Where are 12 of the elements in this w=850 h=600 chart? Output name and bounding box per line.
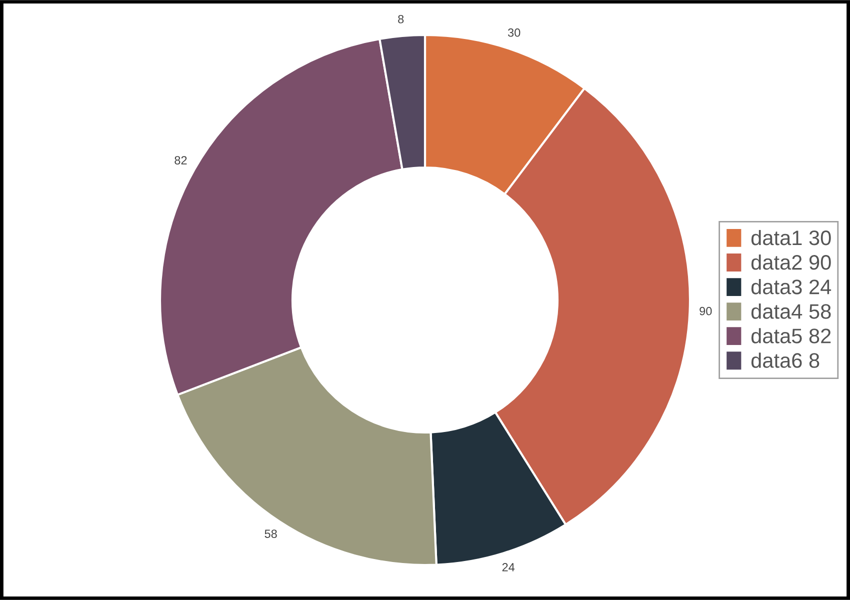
data-label: 8	[398, 14, 404, 24]
legend-label: data5 82	[751, 328, 831, 344]
legend-label: data6 8	[751, 352, 820, 368]
data-label: 90	[700, 306, 712, 316]
data-label: 30	[508, 28, 520, 37]
legend-label: data4 58	[751, 304, 831, 319]
legend-label: data2 90	[751, 254, 831, 270]
legend-label: data3 24	[751, 279, 832, 294]
data-label: 58	[264, 530, 277, 538]
data-label: 82	[174, 156, 187, 164]
data-label: 24	[502, 563, 515, 572]
legend-label: data1 30	[751, 230, 831, 246]
